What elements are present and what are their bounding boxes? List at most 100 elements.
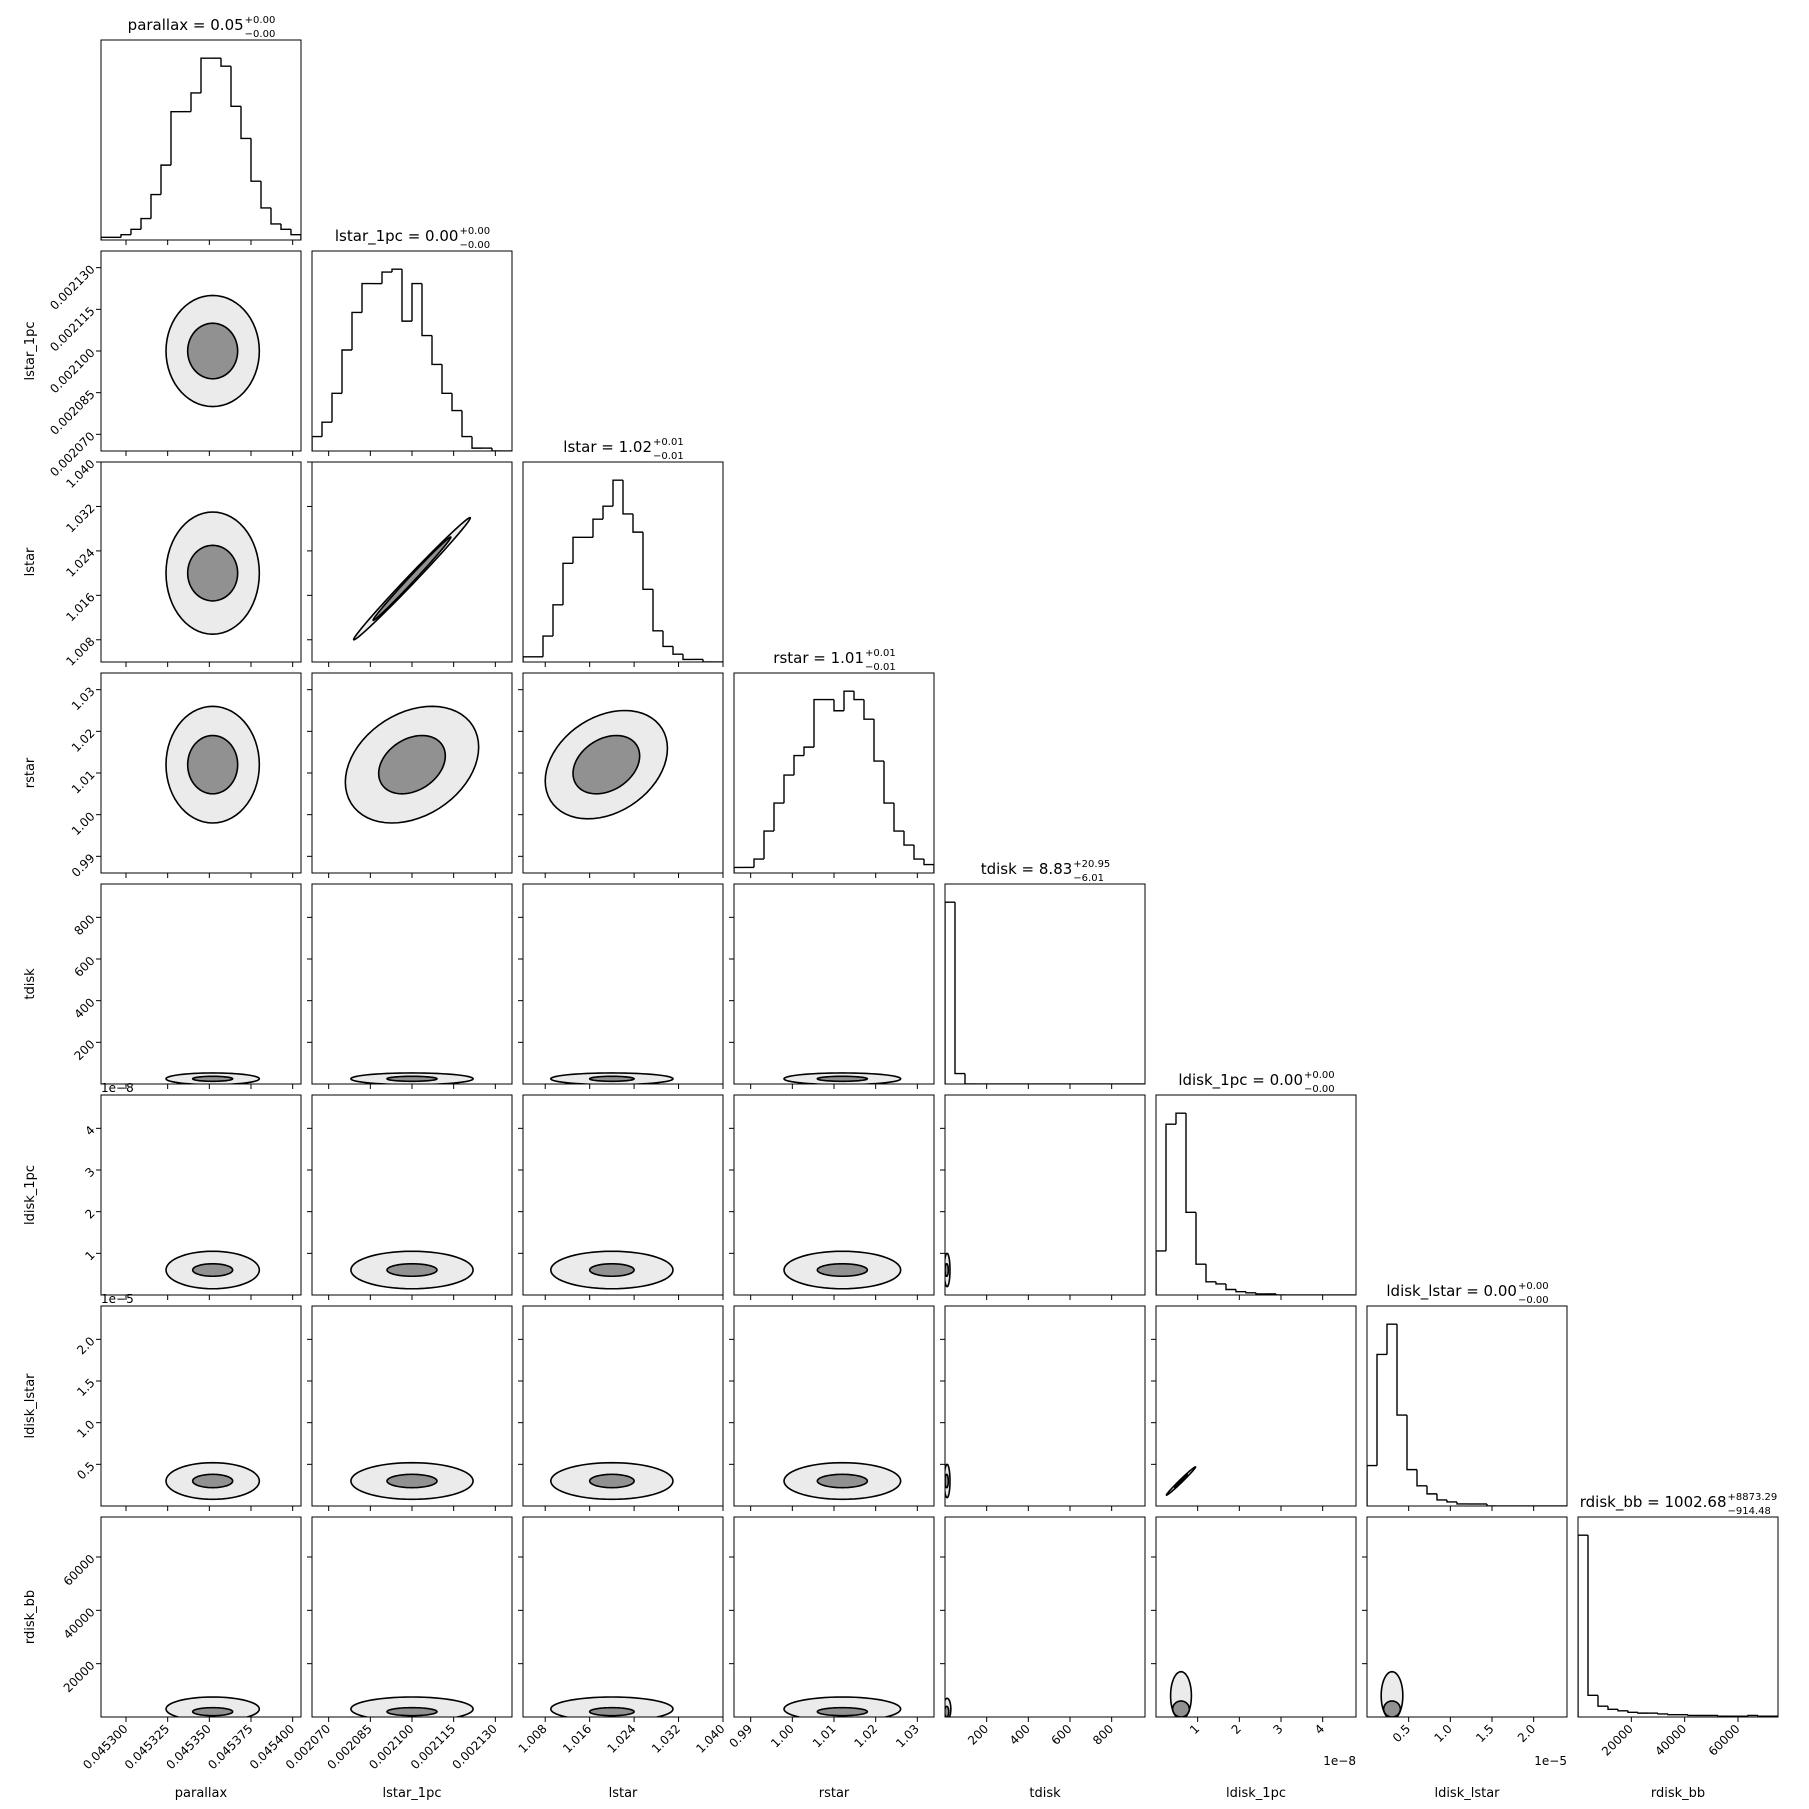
panel-frame <box>944 883 1146 1085</box>
title-plus: +0.01 <box>653 437 684 448</box>
x-axis-label: rstar <box>819 1786 850 1801</box>
panel <box>312 268 512 451</box>
hist-bin <box>190 92 201 112</box>
panel-title: ldisk_1pc = 0.00+0.00 −0.00 <box>1178 1070 1334 1095</box>
y-tick-label: 0.99 <box>69 851 98 880</box>
y-tick-label: 1.01 <box>69 768 98 797</box>
y-tick-label: 1.0 <box>74 1417 97 1440</box>
panel <box>344 705 480 824</box>
hist-bin <box>893 803 904 832</box>
hist-bin <box>341 349 352 394</box>
x-tick-label: 1.016 <box>560 1722 594 1756</box>
contour <box>186 322 239 380</box>
panel <box>1165 1465 1197 1497</box>
y-offset: 1e−8 <box>101 1081 134 1095</box>
panel-frame <box>311 250 513 452</box>
hist-bin <box>753 858 764 868</box>
y-tick-label: 40000 <box>61 1605 98 1642</box>
panel <box>1156 1112 1356 1295</box>
panel <box>523 479 723 662</box>
contour <box>1171 1700 1191 1717</box>
hist-bin <box>411 282 422 322</box>
hist-bin <box>451 393 462 412</box>
hist-bin <box>1617 1709 1628 1712</box>
y-tick-label: 1.00 <box>69 809 98 838</box>
panel <box>165 1461 261 1501</box>
y-axis-label: ldisk_lstar <box>23 1373 38 1439</box>
x-tick-label: 0.5 <box>1390 1722 1413 1745</box>
title-plus: +20.95 <box>1073 859 1110 870</box>
hist-bin <box>1597 1695 1608 1707</box>
title-minus: −0.00 <box>245 29 276 40</box>
contour <box>945 1473 950 1489</box>
hist-bin <box>1165 1123 1176 1251</box>
panel <box>783 1250 902 1290</box>
hist-bin <box>1195 1212 1206 1265</box>
x-tick-label: 1.040 <box>693 1722 727 1756</box>
x-tick-label: 3 <box>1270 1722 1285 1737</box>
title-plus: +8873.29 <box>1728 1492 1778 1503</box>
y-tick-label: 2 <box>82 1206 97 1221</box>
panel-frame <box>944 1094 1146 1296</box>
hist-bin <box>913 845 924 860</box>
panel-frame <box>1155 1516 1357 1718</box>
panel <box>165 1696 261 1717</box>
hist-bin <box>1607 1706 1618 1710</box>
hist-bin <box>873 719 884 762</box>
x-tick-label: 1.0 <box>1432 1722 1455 1745</box>
y-axis-label: lstar <box>23 547 38 576</box>
contour <box>816 1473 869 1489</box>
contour <box>386 1075 438 1083</box>
hist-bin <box>1446 1499 1457 1503</box>
hist-bin <box>1245 1291 1256 1294</box>
panel <box>1578 1534 1778 1717</box>
hist-bin <box>612 479 623 507</box>
x-axis-label: rdisk_bb <box>1651 1786 1705 1801</box>
x-tick-label: 600 <box>1048 1722 1074 1748</box>
hist-bin <box>1587 1535 1598 1697</box>
y-tick-label: 1.024 <box>63 546 97 580</box>
hist-bin <box>1185 1113 1196 1214</box>
contour <box>1382 1700 1402 1717</box>
contour <box>191 1706 234 1717</box>
contour <box>816 1262 869 1278</box>
hist-bin <box>652 589 663 632</box>
panel <box>783 1696 902 1717</box>
hist-bin <box>1367 1464 1377 1506</box>
hist-bin <box>954 902 965 1075</box>
y-tick-label: 3 <box>82 1165 97 1180</box>
hist-bin <box>572 536 583 564</box>
title-plus: +0.00 <box>1304 1070 1335 1081</box>
x-axis-label: ldisk_1pc <box>1226 1786 1286 1801</box>
panel <box>1380 1670 1404 1717</box>
panel-frame <box>311 1305 513 1507</box>
hist-bin <box>542 635 553 657</box>
y-axis-label: tdisk <box>23 968 38 1000</box>
hist-bin <box>552 604 563 637</box>
hist-bin <box>471 436 482 449</box>
title-plus: +0.00 <box>459 226 490 237</box>
hist-bin <box>1235 1289 1246 1293</box>
panel-frame <box>733 672 935 874</box>
x-tick-label: 400 <box>1007 1722 1033 1748</box>
contour <box>386 1706 438 1717</box>
x-axis-label: lstar <box>609 1786 638 1801</box>
hist-bin <box>592 518 603 538</box>
hist-bin <box>964 1073 975 1084</box>
hist-bin <box>843 690 854 711</box>
hist-bin <box>312 435 322 451</box>
panel <box>734 690 934 873</box>
hist-bin <box>280 223 291 231</box>
contour <box>588 1473 635 1489</box>
panel-frame <box>733 883 935 1085</box>
hist-bin <box>1386 1323 1397 1355</box>
hist-bin <box>160 164 171 195</box>
y-tick-label: 1.02 <box>69 726 98 755</box>
hist-bin <box>1396 1324 1407 1416</box>
y-axis-label: rdisk_bb <box>23 1590 38 1644</box>
title-main: ldisk_lstar = 0.00 <box>1386 1282 1517 1301</box>
x-tick-label: 40000 <box>1652 1722 1689 1759</box>
hist-bin <box>734 866 744 873</box>
contour <box>186 734 239 795</box>
panel <box>352 516 472 641</box>
